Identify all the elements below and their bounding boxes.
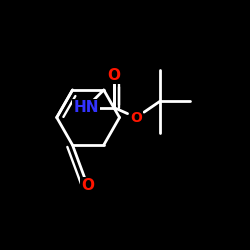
Text: O: O [107,68,120,82]
Text: HN: HN [74,100,99,115]
Text: O: O [130,110,142,124]
Text: O: O [81,178,94,193]
